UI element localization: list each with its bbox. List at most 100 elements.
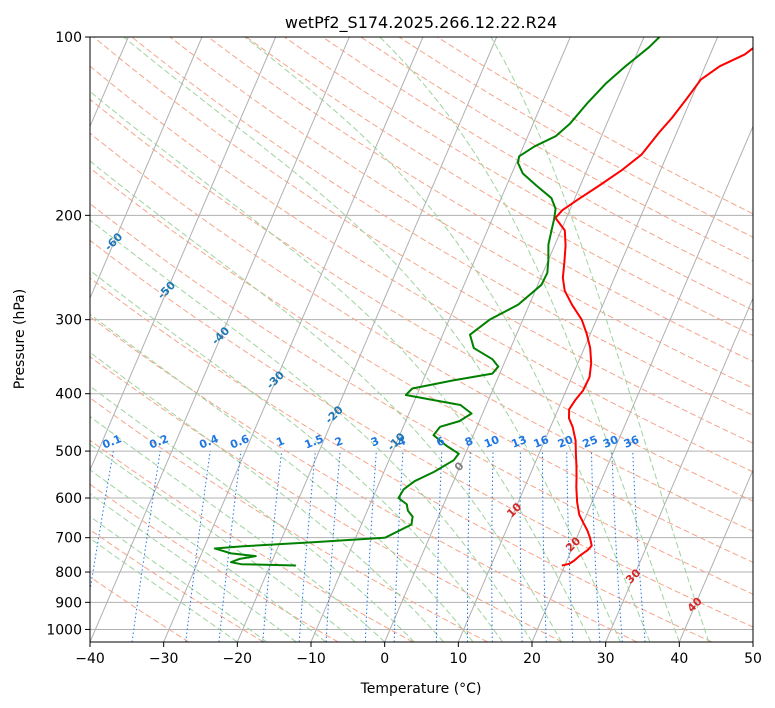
x-axis: −40 −30 −20 −10 0 10 20 30 40 50 — [75, 642, 762, 667]
moist-adiabat-line — [90, 469, 327, 642]
x-tick-label: −20 — [223, 651, 253, 667]
isotherm-label: -40 — [209, 324, 232, 347]
y-tick-label: 1000 — [46, 622, 82, 638]
isotherm-line — [605, 296, 753, 642]
y-axis: 100 200 300 400 500 600 700 800 900 1000 — [46, 30, 90, 638]
isotherm-line — [678, 468, 753, 642]
moist-adiabats — [90, 37, 710, 642]
moist-adiabat-line — [90, 443, 356, 642]
x-tick-label: 40 — [670, 651, 688, 667]
isotherm-line — [531, 125, 753, 642]
isotherm-line — [90, 37, 203, 300]
y-tick-label: 700 — [55, 531, 82, 547]
dry-adiabat-line — [90, 356, 563, 642]
mixing-ratio-label: 0.6 — [228, 432, 251, 451]
x-tick-label: 20 — [523, 651, 541, 667]
dry-adiabat-line — [169, 37, 753, 389]
dry-adiabat-line — [90, 397, 488, 642]
y-tick-label: 400 — [55, 387, 82, 403]
mixing-ratio-line — [298, 451, 316, 642]
isotherm-line — [752, 640, 753, 642]
y-tick-label: 900 — [55, 595, 82, 611]
dry-adiabat-line — [131, 37, 753, 416]
moist-adiabat-line — [90, 269, 503, 642]
mixing-ratio-line — [218, 451, 242, 642]
mixing-ratio-line — [435, 451, 443, 642]
dry-adiabats — [90, 37, 753, 642]
moist-adiabat-line — [90, 313, 474, 642]
x-tick-label: 30 — [597, 651, 615, 667]
temperature-profile-line — [554, 46, 753, 567]
isotherm-label: -50 — [155, 278, 178, 301]
mixing-ratio-label: 1.5 — [303, 432, 326, 451]
mixing-ratio-label: 25 — [581, 433, 600, 451]
moist-adiabat-line — [123, 37, 621, 642]
isotherm-label: -80 — [0, 142, 16, 165]
mixing-ratio-line — [262, 451, 283, 642]
x-tick-label: 0 — [380, 651, 389, 667]
dry-adiabat-line — [90, 576, 190, 642]
chart-title: wetPf2_S174.2025.266.12.22.R24 — [285, 13, 557, 33]
moist-adiabat-line — [90, 515, 268, 642]
dry-adiabat-line — [360, 37, 753, 262]
mixing-ratio-label: 1 — [274, 434, 286, 449]
isotherm-line — [310, 37, 571, 642]
moist-adiabat-line — [90, 90, 592, 642]
dry-adiabat-line — [90, 316, 638, 642]
dry-adiabat-line — [207, 37, 753, 363]
mixing-ratio-label: 6 — [435, 434, 447, 449]
x-tick-label: −10 — [296, 651, 326, 667]
isotherm-label: -30 — [264, 368, 287, 391]
dry-adiabat-line — [90, 132, 753, 532]
y-tick-label: 300 — [55, 313, 82, 329]
x-tick-label: 10 — [449, 651, 467, 667]
y-axis-label: Pressure (hPa) — [12, 289, 28, 389]
x-tick-label: −30 — [149, 651, 179, 667]
y-tick-label: 200 — [55, 208, 82, 224]
moist-adiabat-line — [90, 415, 386, 642]
mixing-ratio-label: 16 — [532, 433, 551, 451]
mixing-ratio-line — [185, 451, 211, 642]
mixing-ratio-line — [466, 451, 471, 642]
mixing-ratio-label: 30 — [601, 433, 620, 451]
y-tick-label: 600 — [55, 491, 82, 507]
mixing-ratio-label: 13 — [510, 433, 529, 451]
profile-series — [213, 37, 753, 567]
mixing-ratio-line — [90, 451, 114, 594]
isotherm-line — [236, 37, 498, 642]
isotherm-line — [90, 37, 277, 472]
isotherm-label: -60 — [102, 230, 125, 253]
plot-frame — [89, 36, 754, 643]
y-tick-label: 100 — [55, 30, 82, 46]
moist-adiabat-line — [90, 219, 533, 642]
mixing-ratio-line — [590, 451, 601, 642]
x-tick-label: −40 — [75, 651, 105, 667]
dry-adiabat-line — [90, 483, 339, 642]
isotherm-line — [163, 37, 424, 642]
moist-adiabat-line — [90, 351, 444, 642]
isotherm-line — [384, 37, 645, 642]
mixing-ratio-label: 8 — [463, 434, 475, 449]
dry-adiabat-line — [284, 37, 753, 311]
mixing-ratio-label: 10 — [482, 433, 501, 451]
mixing-ratio-label: 20 — [556, 433, 575, 451]
moist-adiabat-line — [90, 537, 238, 642]
isotherm-label: -70 — [48, 184, 71, 207]
mixing-ratio-label: 2 — [333, 434, 345, 449]
mixing-ratio-line — [131, 451, 161, 642]
isotherm-line — [90, 37, 350, 642]
x-tick-label: 50 — [744, 651, 762, 667]
moist-adiabat-line — [490, 37, 710, 642]
mixing-ratio-label: 0.1 — [101, 432, 124, 451]
moist-adiabat-line — [244, 37, 651, 642]
dry-adiabat-line — [90, 439, 414, 642]
moist-adiabat-line — [90, 160, 562, 642]
dry-adiabat-line — [436, 37, 753, 215]
moist-adiabat-line — [379, 37, 680, 642]
mixing-ratio-label: 0.2 — [147, 432, 170, 451]
mixing-ratio-line — [364, 451, 377, 642]
dry-adiabat-line — [90, 277, 712, 642]
dry-adiabat-line — [90, 65, 753, 473]
dry-adiabat-line — [246, 37, 753, 337]
